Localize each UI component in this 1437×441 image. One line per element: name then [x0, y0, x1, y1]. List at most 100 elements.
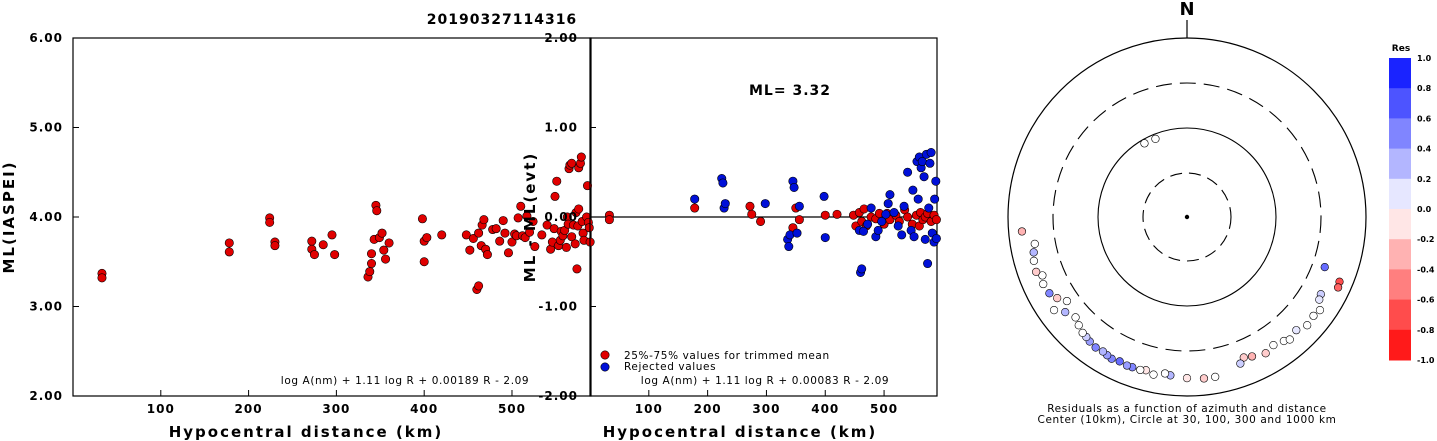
data-point — [820, 233, 830, 243]
data-point — [224, 238, 234, 248]
data-point — [381, 254, 391, 264]
station-point — [1136, 365, 1145, 375]
colorbar-cell — [1389, 88, 1411, 119]
data-point — [491, 224, 501, 234]
station-point — [1292, 326, 1301, 335]
station-point — [1029, 256, 1038, 266]
data-point — [584, 223, 594, 233]
data-point — [858, 226, 868, 236]
plot-frame — [72, 37, 592, 397]
x-tick-label: 400 — [811, 402, 839, 416]
data-point — [832, 209, 842, 219]
data-point — [893, 221, 903, 231]
data-point — [318, 240, 328, 250]
data-point — [923, 259, 933, 269]
data-point — [417, 214, 427, 224]
station-point — [1236, 359, 1245, 368]
data-point — [866, 203, 876, 213]
azimuth-residual-map: N Residuals as a function of azimuth and… — [1007, 0, 1367, 426]
colorbar-cell — [1389, 299, 1411, 331]
data-point — [465, 245, 475, 255]
ring-100km — [1097, 127, 1277, 307]
data-point — [903, 212, 913, 222]
y-tick-label: 2.00 — [29, 389, 63, 403]
data-point — [913, 194, 923, 204]
data-point — [720, 199, 730, 209]
colorbar-cell — [1389, 269, 1411, 301]
data-point — [690, 194, 700, 204]
station-point — [1269, 341, 1278, 350]
data-point — [384, 238, 394, 248]
data-point — [877, 216, 887, 226]
station-point — [1315, 306, 1325, 315]
colorbar-cell — [1389, 118, 1411, 150]
data-point — [789, 182, 799, 192]
colorbar-tick-label: 0.0 — [1417, 205, 1432, 214]
data-point — [377, 228, 387, 238]
y-axis-ticks: 2.00 3.00 4.00 5.00 6.00 — [29, 31, 79, 403]
legend-marker-rejected — [600, 362, 610, 372]
colorbar-cell — [1389, 209, 1411, 240]
data-point — [604, 215, 614, 225]
data-point — [572, 264, 582, 274]
map-caption-line2: Center (10km), Circle at 30, 100, 300 an… — [1038, 414, 1337, 426]
data-point — [745, 201, 755, 211]
station-point — [1211, 372, 1220, 381]
station-point — [1261, 349, 1270, 358]
data-point — [567, 232, 577, 242]
data-point — [468, 233, 478, 243]
station-point — [1247, 352, 1257, 361]
data-point — [920, 234, 930, 244]
data-point — [903, 167, 913, 177]
y-tick-label: 6.00 — [29, 31, 63, 45]
data-point — [792, 228, 802, 238]
station-point — [1078, 328, 1087, 338]
station-point — [1309, 311, 1318, 320]
station-point — [1199, 374, 1209, 383]
station-point — [1071, 313, 1080, 322]
magnitude-distance-panel: 100 200 300 400 500 2.00 3.00 4.00 5.00 6.00 log… — [0, 31, 595, 441]
data-point — [437, 230, 447, 240]
data-point — [756, 216, 766, 226]
y-tick-label: 3.00 — [29, 300, 63, 314]
y-tick-label: 2.00 — [544, 31, 578, 45]
x-tick-label: 300 — [752, 402, 780, 416]
colorbar-tick-label: 0.4 — [1417, 145, 1432, 154]
x-tick-label: 100 — [147, 402, 175, 416]
colorbar-tick-labels: 1.0 0.8 0.6 0.4 0.2 0.0 -0.2 -0.4 -0.6 -0.8 -1.0 — [1417, 54, 1435, 365]
data-point — [873, 225, 883, 235]
y-axis-label: ML - ML(evt) — [521, 152, 539, 282]
data-point — [525, 227, 535, 237]
station-point — [1320, 263, 1329, 272]
station-point — [1160, 369, 1170, 378]
data-point — [330, 250, 340, 260]
x-tick-label: 500 — [498, 402, 526, 416]
data-point — [919, 172, 929, 182]
y-axis-ticks: -2.00 -1.00 0.00 1.00 2.00 — [538, 31, 596, 403]
data-point — [270, 241, 280, 251]
data-point — [461, 230, 471, 240]
legend-marker-trimmed — [600, 350, 610, 360]
data-point — [542, 220, 552, 230]
legend-label-trimmed: 25%-75% values for trimmed mean — [624, 350, 830, 362]
station-point — [1039, 279, 1048, 289]
center-point — [1184, 214, 1190, 220]
station-point — [1032, 267, 1041, 277]
data-point — [908, 185, 918, 195]
station-point — [1091, 343, 1100, 352]
magnitude-formula: log A(nm) + 1.11 log R + 0.00189 R - 2.0… — [281, 375, 529, 387]
data-point — [327, 230, 337, 240]
data-point — [930, 194, 940, 204]
station-point — [1151, 134, 1160, 144]
colorbar-tick-label: -0.6 — [1417, 296, 1435, 305]
data-point — [576, 152, 586, 162]
station-point — [1038, 271, 1047, 280]
data-point — [422, 233, 432, 243]
x-tick-label: 100 — [635, 402, 663, 416]
x-tick-label: 300 — [322, 402, 350, 416]
colorbar-cells — [1389, 58, 1411, 361]
station-point — [1045, 289, 1054, 298]
data-point — [574, 204, 584, 214]
data-point — [367, 249, 377, 259]
